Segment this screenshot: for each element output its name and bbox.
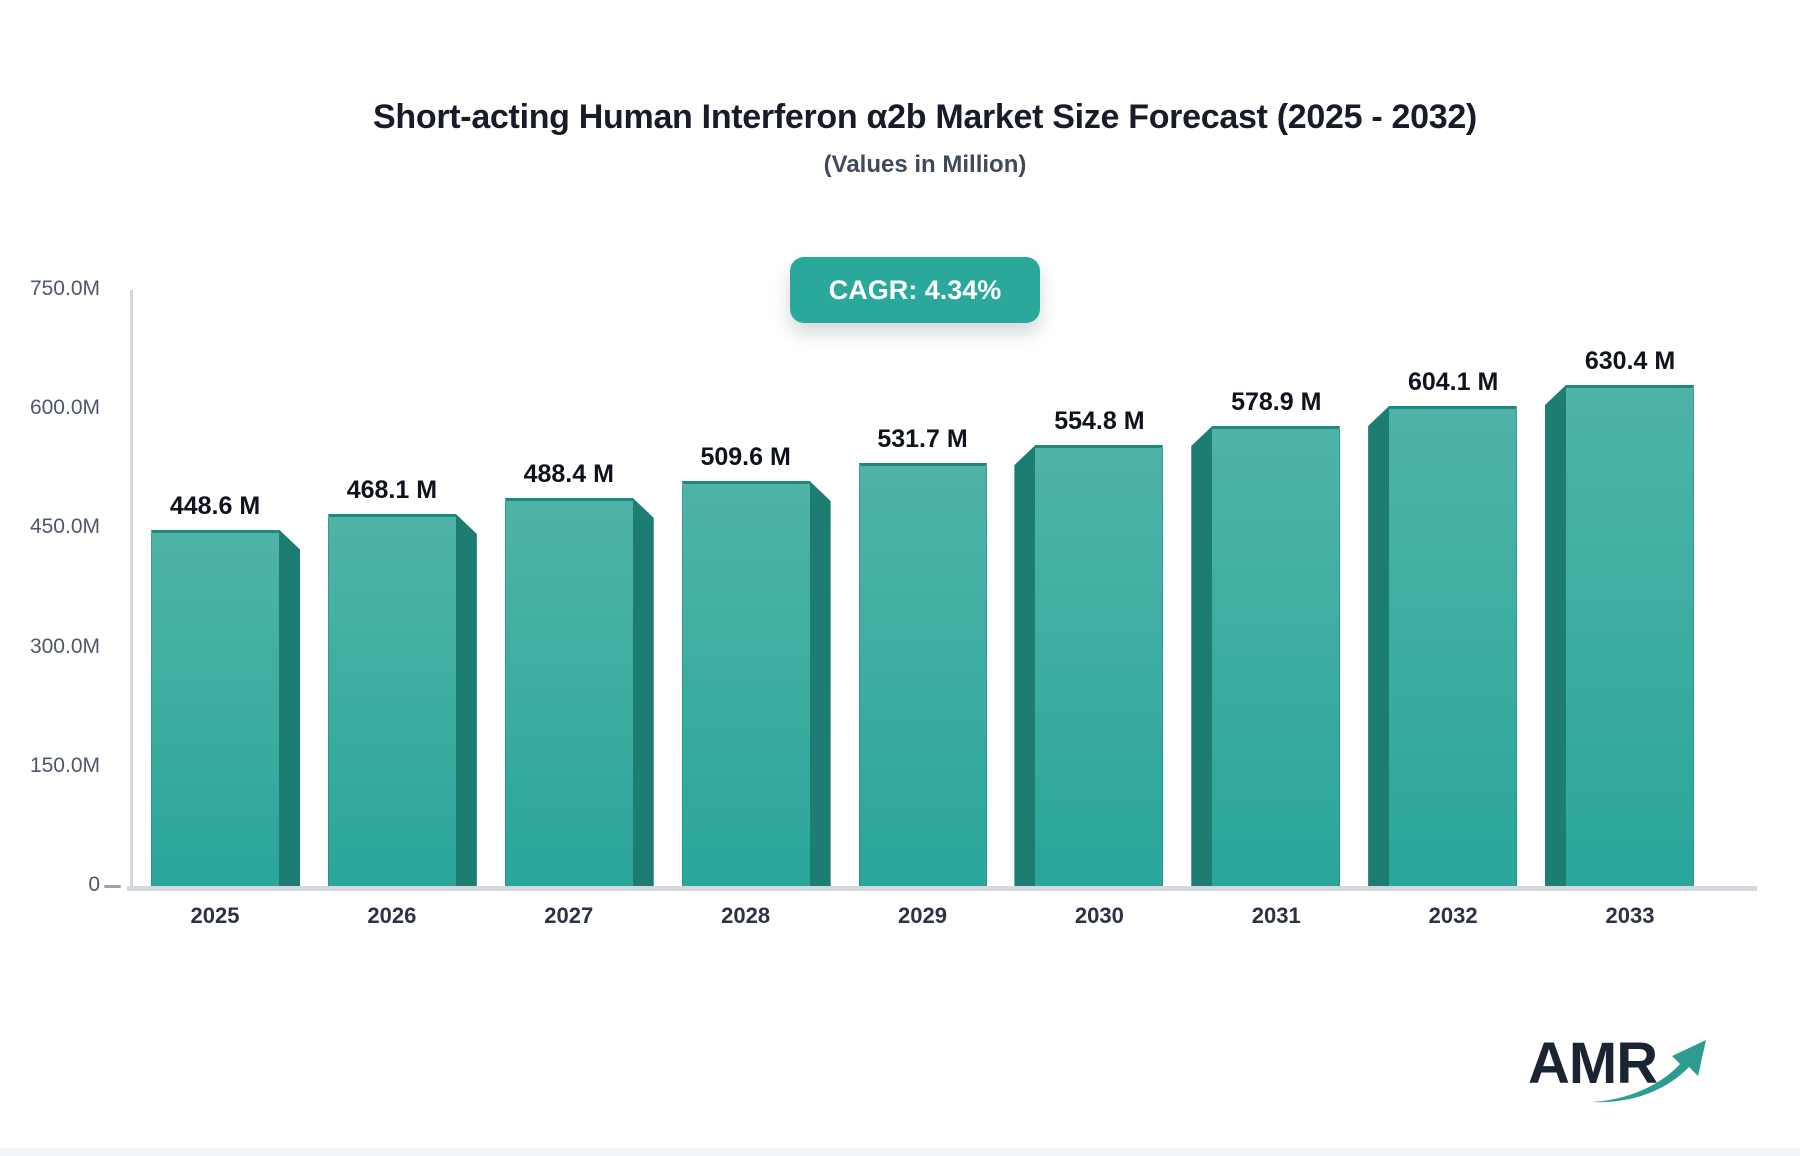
bar (504, 497, 654, 886)
amr-logo-text: AMR (1528, 1031, 1658, 1096)
bar-side-face (632, 497, 654, 886)
x-axis-label: 2030 (1074, 903, 1124, 928)
bar-face (1035, 445, 1164, 886)
x-axis-label: 2026 (367, 903, 417, 928)
bar-value-label: 554.8 M (1054, 407, 1145, 436)
y-axis-tick-label: 300.0M (29, 634, 100, 658)
x-axis-label: 2027 (544, 903, 594, 928)
zero-tick-mark (104, 885, 121, 888)
bar-value-label: 488.4 M (523, 459, 614, 488)
y-axis-line (130, 290, 133, 890)
growth-arrow-icon (1592, 1040, 1706, 1103)
bar-value-label: 448.6 M (169, 491, 261, 520)
bar (151, 529, 300, 886)
bottom-edge (0, 1148, 1800, 1156)
y-axis-tick-label: 450.0M (29, 515, 100, 539)
bar-value-label: 630.4 M (1584, 347, 1676, 376)
bar-value-label: 604.1 M (1407, 367, 1499, 396)
bar-side-face (1545, 385, 1566, 886)
x-axis-label: 2033 (1605, 903, 1655, 928)
bar-side-face (1368, 405, 1390, 886)
x-axis-label: 2031 (1251, 903, 1301, 928)
y-axis-tick-label: 0 (88, 873, 100, 896)
bar (1191, 425, 1341, 886)
bar-face (1389, 405, 1518, 886)
bar (1014, 445, 1164, 886)
bar (1368, 405, 1518, 886)
x-axis-label: 2028 (721, 903, 771, 928)
x-axis-label: 2032 (1428, 903, 1478, 928)
chart-subtitle: (Values in Million) (823, 151, 1027, 178)
page-title: Short-acting Human Interferon α2b Market… (373, 98, 1477, 136)
bar-face (681, 481, 810, 886)
y-axis-tick-label: 750.0M (29, 277, 100, 300)
bar-side-face (1191, 425, 1213, 886)
y-axis-tick-label: 600.0M (29, 396, 100, 420)
bar-face (1212, 425, 1341, 886)
bar-face (504, 497, 633, 886)
chart-header: Short-acting Human Interferon α2b Market… (50, 0, 1800, 179)
x-axis-label: 2029 (898, 903, 947, 928)
bar-side-face (279, 529, 300, 886)
bar-side-face (1014, 445, 1036, 886)
bar (681, 481, 831, 886)
bar (327, 514, 477, 886)
bar-face (858, 463, 987, 886)
bar-face (1566, 385, 1694, 886)
x-axis-label: 2025 (190, 903, 240, 928)
amr-logo: AMR (1528, 1030, 1728, 1120)
bar (858, 463, 987, 886)
bar-face (151, 529, 279, 886)
bar-side-face (809, 481, 831, 886)
bar-value-label: 578.9 M (1231, 387, 1322, 416)
bar-face (327, 514, 456, 886)
y-axis-tick-label: 150.0M (29, 753, 100, 777)
x-axis-line (127, 886, 1757, 891)
bar-side-face (455, 514, 477, 886)
bar-value-label: 468.1 M (346, 476, 438, 505)
bar-value-label: 509.6 M (700, 443, 791, 472)
bar (1545, 385, 1694, 886)
bar-value-label: 531.7 M (877, 425, 968, 454)
cagr-badge: CAGR: 4.34% (790, 257, 1040, 323)
